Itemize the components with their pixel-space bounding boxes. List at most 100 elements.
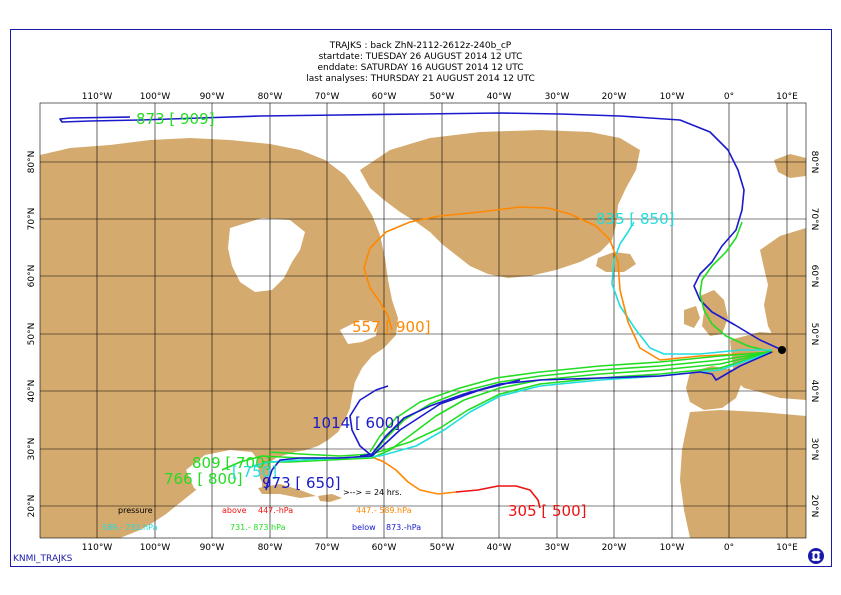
greenland <box>360 130 640 278</box>
trajectory-orange <box>363 206 775 361</box>
north-america-landmass <box>40 138 398 538</box>
traj-label-blue-973: 973 [ 650] <box>262 474 341 492</box>
lon-label: 10°E <box>776 92 798 102</box>
legend: >--> = 24 hrs. pressure above 447.-hPa 4… <box>102 488 421 532</box>
traj-label-green-766: 766 [ 800] <box>164 470 243 488</box>
graticule <box>39 102 807 539</box>
iberia <box>686 366 742 410</box>
cuba <box>258 484 316 498</box>
legend-title: pressure <box>118 506 153 515</box>
title-line-2: startdate: TUESDAY 26 AUGUST 2014 12 UTC <box>318 52 523 62</box>
footer-brand: KNMI_TRAJKS <box>13 554 73 564</box>
lon-label: 90°W <box>200 543 225 553</box>
baffin-island <box>300 190 358 252</box>
hudson-bay <box>228 218 305 292</box>
trajectory-blue-gulf-4 <box>371 379 521 457</box>
lon-label: 40°W <box>487 92 512 102</box>
trajectory-labels: 873 [ 909] 835 [ 850] 557 [ 900] 1014 [ … <box>136 110 675 520</box>
lon-label: 80°W <box>258 543 283 553</box>
lon-label: 0° <box>724 543 734 553</box>
lat-label: 30°N <box>809 438 819 461</box>
lon-label: 60°W <box>372 92 397 102</box>
legend-below-value: 873.-hPa <box>386 523 421 532</box>
title-line-1: TRAJKS : back ZhN-2112-2612z-240b_cP <box>329 41 512 51</box>
lat-label: 50°N <box>27 323 37 346</box>
lat-label: 80°N <box>27 151 37 174</box>
gulf-st-lawrence <box>340 320 378 344</box>
traj-label-red: 305 [ 500] <box>508 502 587 520</box>
traj-label-cyan-750: [ 750] <box>232 463 277 481</box>
lon-label: 10°W <box>660 92 685 102</box>
lon-label: 20°W <box>602 543 627 553</box>
hispaniola <box>318 494 342 502</box>
lon-label: 110°W <box>82 543 113 553</box>
ireland <box>684 306 700 328</box>
lon-label: 30°W <box>545 92 570 102</box>
lon-label: 40°W <box>487 543 512 553</box>
trajectory-green-north <box>699 221 773 353</box>
lat-label: 50°N <box>809 323 819 346</box>
trajectory-blue-gulf-3 <box>265 455 373 491</box>
figure-frame <box>10 29 832 567</box>
lat-label: 40°N <box>27 380 37 403</box>
lat-label: 20°N <box>809 495 819 518</box>
lon-label: 20°W <box>602 92 627 102</box>
arctic-island-1 <box>60 172 150 200</box>
lon-label: 100°W <box>140 543 171 553</box>
legend-interval: >--> = 24 hrs. <box>343 488 402 497</box>
title-line-3: enddate: SATURDAY 16 AUGUST 2014 12 UTC <box>317 63 524 73</box>
lon-label: 90°W <box>200 92 225 102</box>
trajectory-red <box>455 485 541 509</box>
lat-label: 70°N <box>27 208 37 231</box>
lat-label: 60°N <box>809 265 819 288</box>
arctic-island-3 <box>255 155 330 190</box>
source-point-marker <box>778 346 786 354</box>
traj-label-green-arctic: 873 [ 909] <box>136 110 215 128</box>
legend-below: below <box>352 523 376 532</box>
lat-labels-left: 20°N 30°N 40°N 50°N 60°N 70°N 80°N <box>27 151 37 518</box>
trajectory-green-4 <box>369 351 773 453</box>
trajectory-blue-gulf-2 <box>349 385 389 457</box>
ecmwf-logo-icon <box>808 548 824 564</box>
lon-label: 10°W <box>660 543 685 553</box>
lon-label: 110°W <box>82 92 113 102</box>
traj-label-green-809: 809 [ 700] <box>192 454 271 472</box>
lat-label: 80°N <box>809 151 819 174</box>
trajectory-orange-south <box>371 456 457 495</box>
trajectory-blue-gulf-1 <box>359 351 773 457</box>
legend-above-value: 447.-hPa <box>258 506 293 515</box>
lon-labels-top: 110°W 100°W 90°W 80°W 70°W 60°W 50°W 40°… <box>82 92 798 102</box>
lat-labels-right: 20°N 30°N 40°N 50°N 60°N 70°N 80°N <box>809 151 819 518</box>
lat-label: 40°N <box>809 380 819 403</box>
trajectory-green-2 <box>262 351 773 463</box>
land-layer <box>40 130 806 538</box>
legend-cyan-range: 589.- 731.hPa <box>102 523 158 532</box>
lon-label: 10°E <box>776 543 798 553</box>
traj-label-orange: 557 [ 900] <box>352 318 431 336</box>
trajectory-cyan-iceland <box>611 221 772 355</box>
lon-label: 80°W <box>258 92 283 102</box>
trajectory-blue-arctic <box>59 112 783 351</box>
trajectory-green-3 <box>269 351 773 457</box>
map-border <box>39 102 807 539</box>
lon-label: 70°W <box>315 543 340 553</box>
lon-label: 60°W <box>372 543 397 553</box>
title-line-4: last analyses: THURSDAY 21 AUGUST 2014 1… <box>306 74 535 84</box>
lon-label: 0° <box>724 92 734 102</box>
trajectories <box>59 112 783 509</box>
gulf-of-mexico <box>186 450 262 502</box>
svalbard <box>774 154 806 178</box>
traj-label-cyan-iceland: 835 [ 850] <box>596 210 675 228</box>
lon-labels-bottom: 110°W 100°W 90°W 80°W 70°W 60°W 50°W 40°… <box>82 543 798 553</box>
lat-label: 30°N <box>27 438 37 461</box>
arctic-island-2 <box>170 152 250 182</box>
legend-green-range: 731.- 873.hPa <box>230 523 286 532</box>
lat-label: 20°N <box>27 495 37 518</box>
lon-label: 50°W <box>430 92 455 102</box>
lon-label: 50°W <box>430 543 455 553</box>
legend-above: above <box>222 506 247 515</box>
legend-orange-range: 447.- 589.hPa <box>356 506 412 515</box>
lon-label: 30°W <box>545 543 570 553</box>
lon-label: 100°W <box>140 92 171 102</box>
